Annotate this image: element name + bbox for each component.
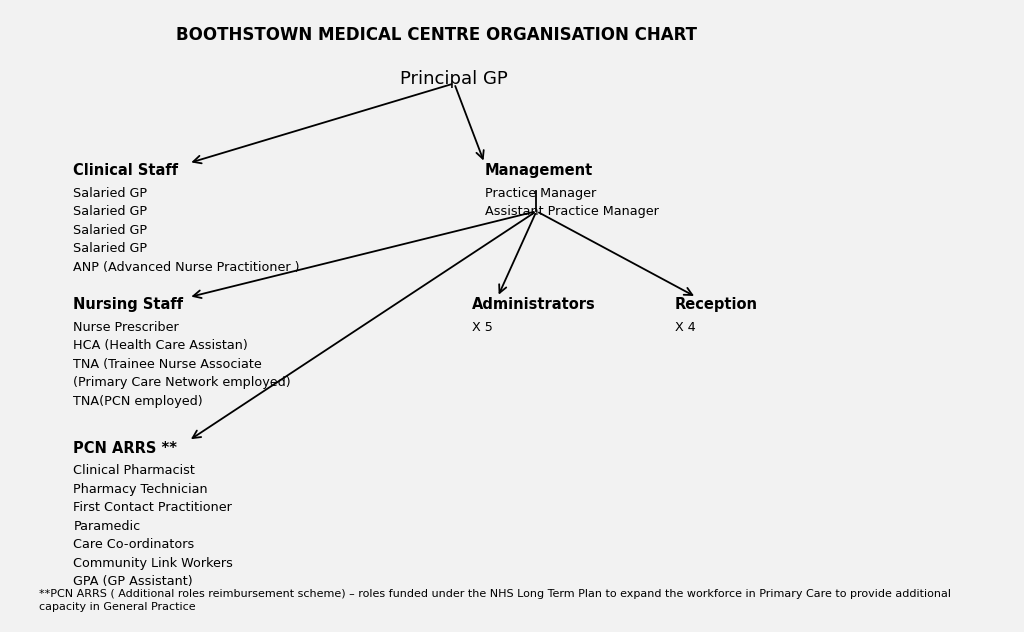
Text: Reception: Reception xyxy=(675,297,758,312)
Text: Practice Manager
Assistant Practice Manager: Practice Manager Assistant Practice Mana… xyxy=(484,187,658,219)
Text: Nursing Staff: Nursing Staff xyxy=(74,297,183,312)
Text: Clinical Staff: Clinical Staff xyxy=(74,163,178,178)
Text: Management: Management xyxy=(484,163,593,178)
Text: PCN ARRS **: PCN ARRS ** xyxy=(74,441,177,456)
Text: Nurse Prescriber
HCA (Health Care Assistan)
TNA (Trainee Nurse Associate
(Primar: Nurse Prescriber HCA (Health Care Assist… xyxy=(74,321,291,408)
Text: Principal GP: Principal GP xyxy=(400,70,508,88)
Text: **PCN ARRS ( Additional roles reimbursement scheme) – roles funded under the NHS: **PCN ARRS ( Additional roles reimbursem… xyxy=(39,589,951,612)
Text: X 5: X 5 xyxy=(471,321,493,334)
Text: Clinical Pharmacist
Pharmacy Technician
First Contact Practitioner
Paramedic
Car: Clinical Pharmacist Pharmacy Technician … xyxy=(74,465,233,588)
Text: Administrators: Administrators xyxy=(471,297,595,312)
Text: X 4: X 4 xyxy=(675,321,695,334)
Text: BOOTHSTOWN MEDICAL CENTRE ORGANISATION CHART: BOOTHSTOWN MEDICAL CENTRE ORGANISATION C… xyxy=(176,26,697,44)
Text: Salaried GP
Salaried GP
Salaried GP
Salaried GP
ANP (Advanced Nurse Practitioner: Salaried GP Salaried GP Salaried GP Sala… xyxy=(74,187,300,274)
